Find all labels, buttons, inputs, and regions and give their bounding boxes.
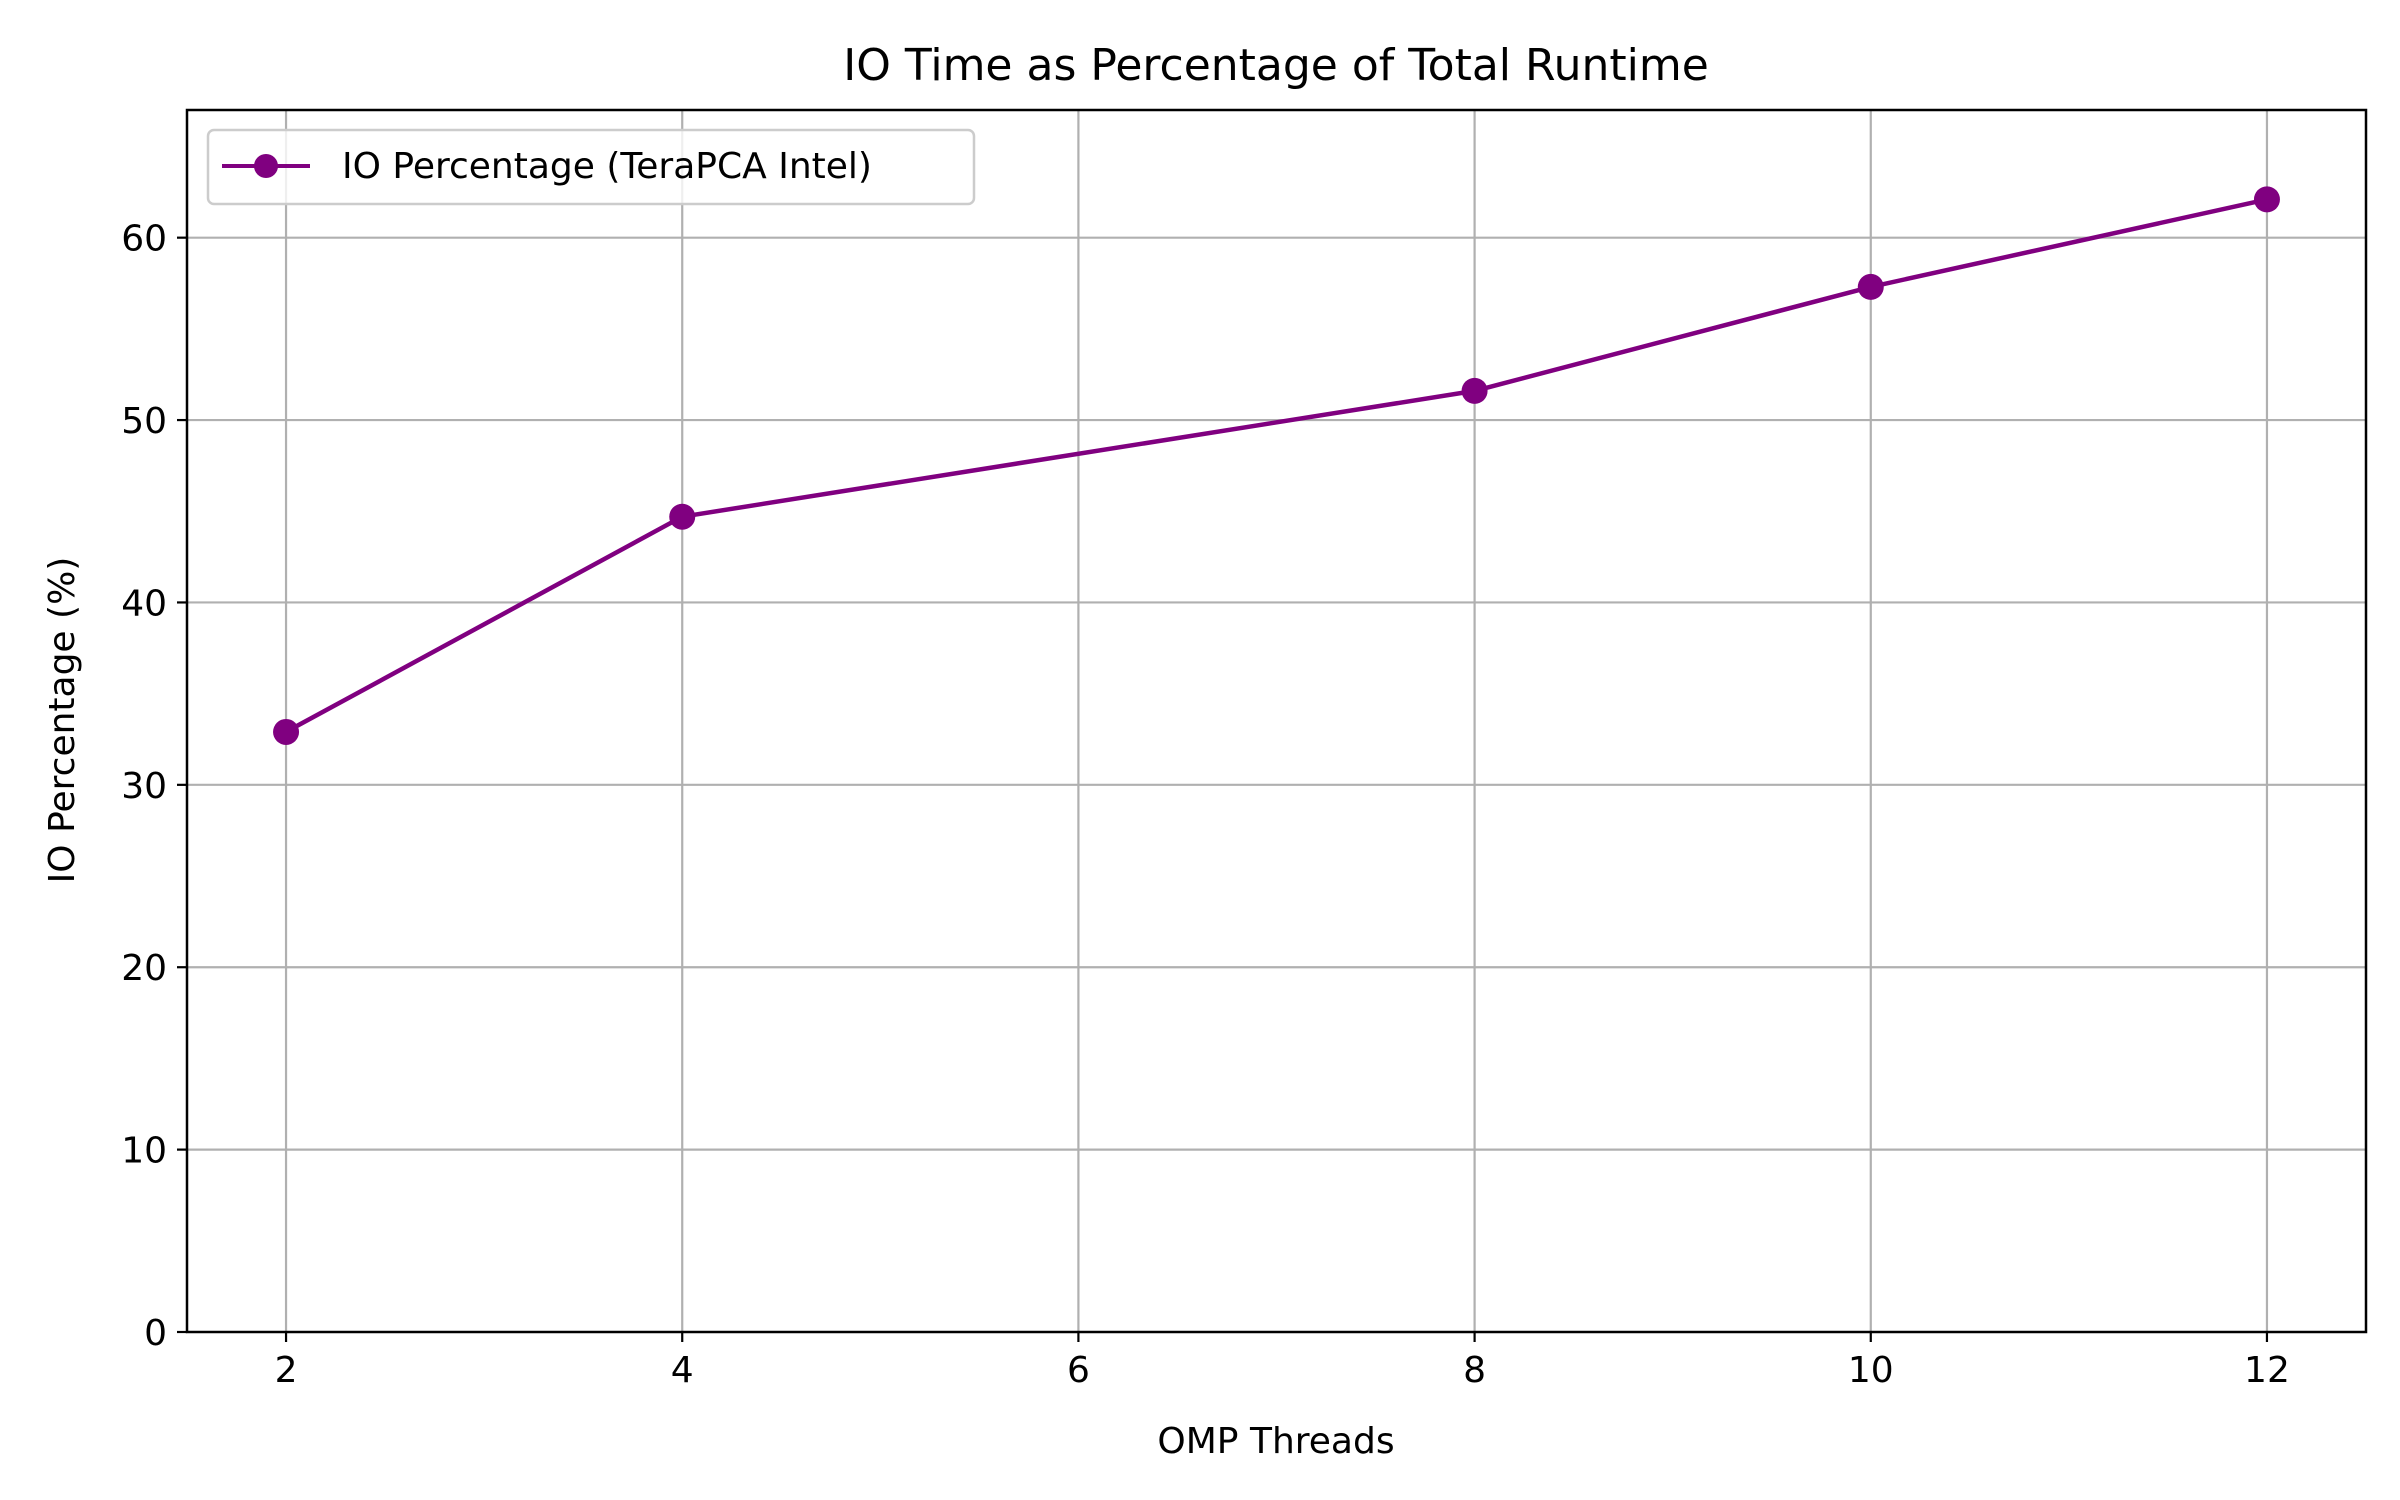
y-tick-label: 0 (144, 1313, 167, 1354)
data-point (1858, 274, 1884, 300)
chart-title: IO Time as Percentage of Total Runtime (843, 40, 1709, 91)
legend-series-marker (254, 154, 278, 178)
x-tick-label: 4 (671, 1350, 694, 1391)
x-tick-label: 2 (275, 1350, 298, 1391)
x-tick-label: 10 (1848, 1350, 1894, 1391)
data-point (273, 719, 299, 745)
y-tick-label: 30 (121, 766, 167, 807)
data-point (1462, 378, 1488, 404)
x-tick-label: 12 (2244, 1350, 2290, 1391)
data-point (669, 504, 695, 530)
y-tick-label: 60 (121, 219, 167, 260)
y-tick-label: 20 (121, 948, 167, 989)
x-tick-label: 8 (1463, 1350, 1486, 1391)
data-point (2254, 186, 2280, 212)
x-tick-label: 6 (1067, 1350, 1090, 1391)
legend-series-label: IO Percentage (TeraPCA Intel) (342, 146, 872, 187)
y-tick-label: 40 (121, 583, 167, 624)
legend: IO Percentage (TeraPCA Intel) (208, 130, 974, 204)
x-axis-label: OMP Threads (1157, 1421, 1394, 1462)
y-axis-label: IO Percentage (%) (42, 557, 83, 884)
y-tick-label: 50 (121, 401, 167, 442)
y-tick-label: 10 (121, 1131, 167, 1172)
